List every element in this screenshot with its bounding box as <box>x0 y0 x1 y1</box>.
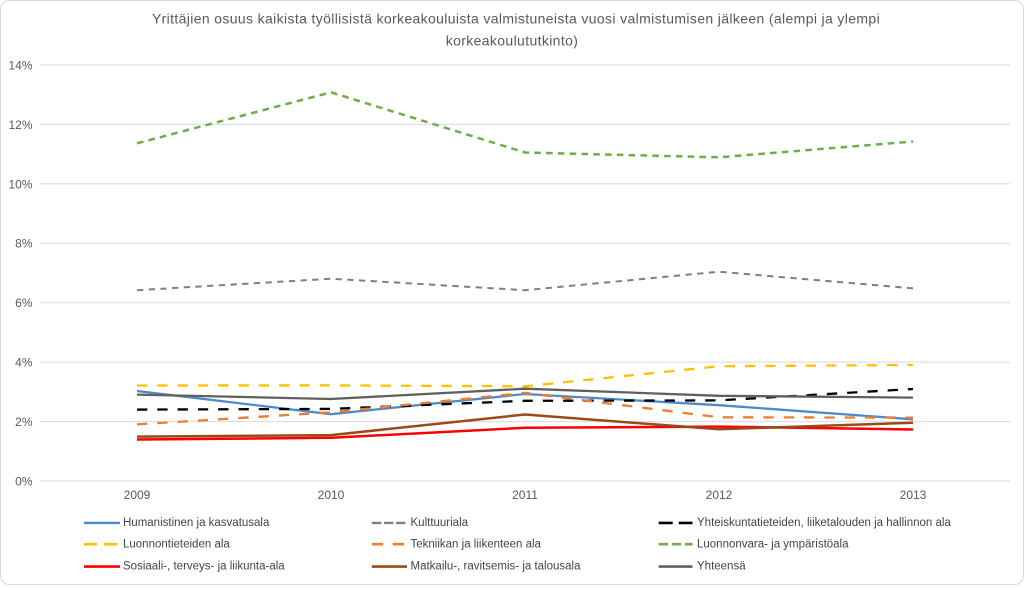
svg-text:8%: 8% <box>15 237 33 251</box>
svg-text:Yhteensä: Yhteensä <box>697 561 746 573</box>
svg-text:2011: 2011 <box>512 488 538 502</box>
svg-text:Luonnonvara- ja ympäristöala: Luonnonvara- ja ympäristöala <box>697 538 849 550</box>
svg-text:Kulttuuriala: Kulttuuriala <box>411 517 469 529</box>
svg-text:0%: 0% <box>15 474 33 488</box>
svg-text:12%: 12% <box>8 118 32 132</box>
svg-text:10%: 10% <box>8 177 32 191</box>
svg-text:2013: 2013 <box>900 488 927 502</box>
svg-text:14%: 14% <box>8 58 32 72</box>
svg-text:2009: 2009 <box>124 488 151 502</box>
svg-text:Luonnontieteiden ala: Luonnontieteiden ala <box>123 538 230 550</box>
svg-text:2%: 2% <box>15 415 33 429</box>
svg-text:Matkailu-, ravitsemis- ja talo: Matkailu-, ravitsemis- ja talousala <box>411 561 582 573</box>
svg-text:Sosiaali-, terveys- ja liikunt: Sosiaali-, terveys- ja liikunta-ala <box>123 561 285 573</box>
svg-text:2010: 2010 <box>318 488 345 502</box>
svg-text:2012: 2012 <box>706 488 733 502</box>
svg-text:Tekniikan ja liikenteen ala: Tekniikan ja liikenteen ala <box>411 538 542 550</box>
svg-text:4%: 4% <box>15 356 33 370</box>
svg-text:6%: 6% <box>15 296 33 310</box>
svg-text:Humanistinen ja kasvatusala: Humanistinen ja kasvatusala <box>123 517 270 529</box>
svg-text:Yhteiskuntatieteiden, liiketal: Yhteiskuntatieteiden, liiketalouden ja h… <box>697 517 951 529</box>
svg-text:korkeakoulututkinto): korkeakoulututkinto) <box>446 33 579 49</box>
svg-text:Yrittäjien osuus kaikista työl: Yrittäjien osuus kaikista työllisistä ko… <box>152 11 880 27</box>
